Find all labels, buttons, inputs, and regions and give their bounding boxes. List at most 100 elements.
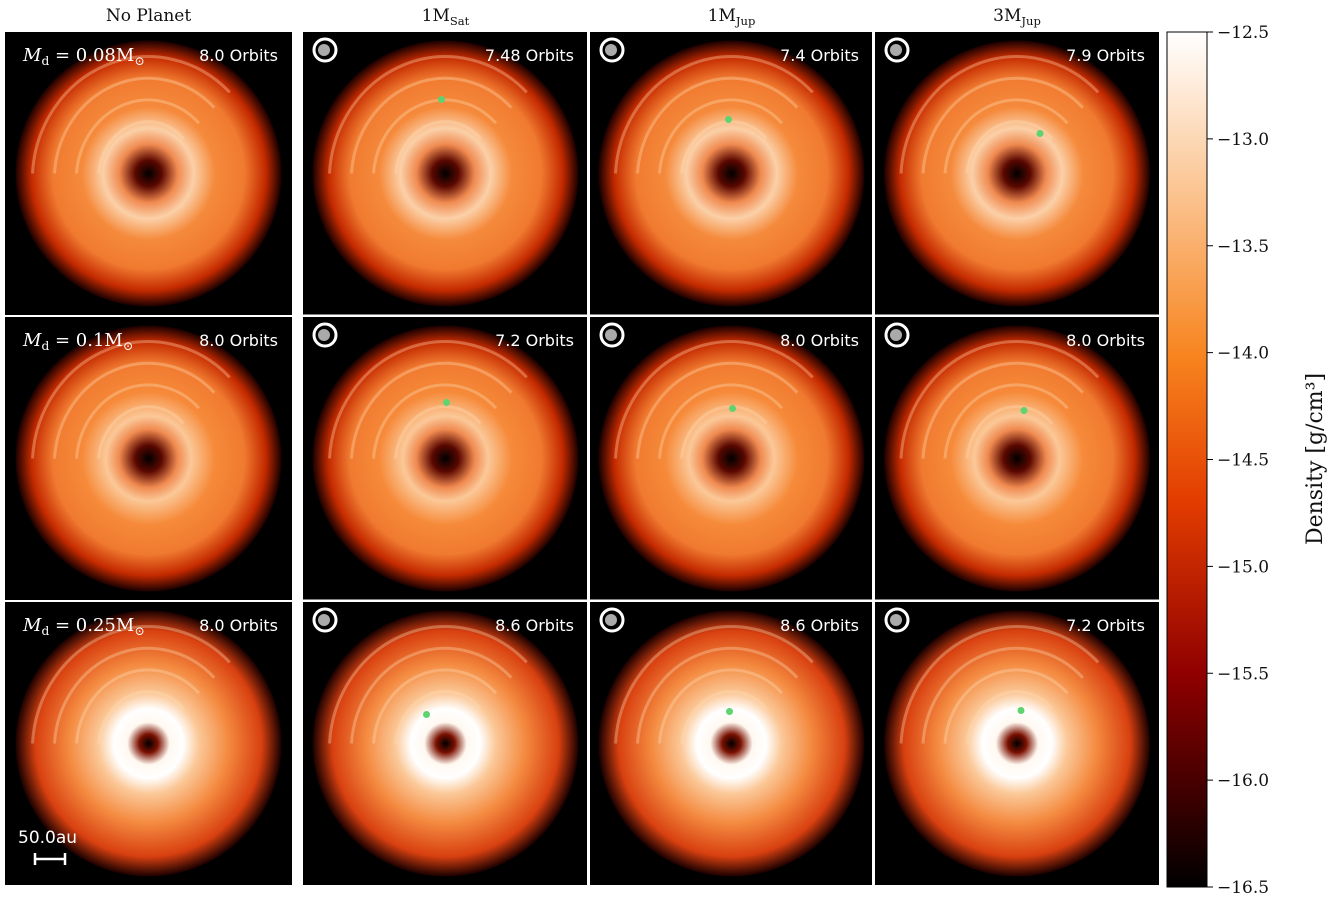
icon [890,44,902,56]
column-title: No Planet [106,6,192,26]
planet [729,405,736,412]
planet [1020,407,1028,414]
text-part: 1M [708,6,736,26]
spiral-arm [899,340,1100,459]
spiral-arm [965,690,1054,744]
spiral-arm [658,383,784,459]
spiral-arm [75,383,201,459]
tick-label: −16.0 [1217,771,1269,791]
spiral-arm [328,340,528,459]
spiral-arm [372,668,498,744]
colorbar-label: Density [g/cm³] [1303,373,1328,545]
scale-bar-label: 50.0au [18,828,77,848]
spiral-arm [372,98,498,174]
subscript: Jup [1020,14,1040,28]
tick-label: −12.5 [1217,23,1269,43]
colorbar: −12.5 −13.0 −13.5 −14.0 −14.5 −15.0 −15.5 −16.0… [1166,23,1328,898]
spiral-arm [899,625,1100,744]
orbit-label: 8.6 Orbits [780,616,859,635]
spiral-arm [680,120,768,174]
spiral-arm [921,361,1084,459]
disc [15,325,282,592]
planet [443,399,450,406]
subscript: d [41,624,49,638]
spiral-arm [350,361,513,459]
orbit-label: 8.0 Orbits [780,331,859,350]
disc [598,40,865,307]
spiral-arm [97,405,185,459]
disc [883,40,1151,307]
icon [312,322,338,348]
row-label: Md = 0.08M⊙ [22,45,145,68]
disc [312,40,579,307]
spiral-arm [31,340,231,459]
text-part: 3M [993,6,1021,26]
disc [883,325,1151,592]
subscript: d [41,339,49,353]
subscript: Sat [450,14,470,28]
spiral-arm [350,76,513,174]
icon [318,44,330,56]
tick-label: −13.5 [1217,237,1269,257]
spiral-arm [614,55,814,174]
spiral-arm [53,646,216,744]
tick-label: −14.5 [1217,451,1269,471]
spiral-arm [943,383,1069,459]
spiral-arm [31,55,231,174]
spiral-arm [614,340,814,459]
text-part: = 0.08M [49,45,134,66]
text-part: = 0.25M [49,615,134,636]
icon [599,322,625,348]
icon [890,329,902,341]
spiral-arm [31,625,231,744]
icon [599,607,625,633]
spiral-arm [680,690,768,744]
icon [318,614,330,626]
icon [599,37,625,63]
tick-label: −13.0 [1217,130,1269,150]
planet [726,708,733,715]
subscript: ⊙ [134,624,144,638]
icon [884,37,910,63]
panels: 8.0 Orbits 7.48 Orbits 7.4 Orbits 7.9 Orbit… [5,32,1159,885]
icon [318,329,330,341]
spiral-arm [75,98,201,174]
spiral-arm [328,625,528,744]
spiral-arm [394,690,482,744]
orbit-label: 8.0 Orbits [199,46,278,65]
spiral-arm [921,646,1084,744]
disc [15,40,282,307]
spiral-arm [394,405,482,459]
disc [598,610,865,877]
scale-bar [33,853,67,865]
icon [884,322,910,348]
spiral-arm [943,668,1069,744]
spiral-arm [965,405,1054,459]
subscript: Jup [735,14,755,28]
icon [605,614,617,626]
spiral-arm [680,405,768,459]
column-title: 3MJup [993,6,1041,28]
orbit-label: 8.6 Orbits [495,616,574,635]
orbit-label: 7.48 Orbits [485,46,574,65]
orbit-label: 7.4 Orbits [780,46,859,65]
text-part: = 0.1M [49,330,123,351]
icon [312,37,338,63]
spiral-arm [53,361,216,459]
colorbar-scale [1166,31,1208,888]
spiral-arm [658,98,784,174]
spiral-arm [97,120,185,174]
disc [883,610,1151,877]
spiral-arm [636,361,799,459]
spiral-arm [921,76,1084,174]
column-title: 1MJup [708,6,756,28]
text-part: 1M [422,6,450,26]
orbit-label: 7.9 Orbits [1066,46,1145,65]
orbit-label: 8.0 Orbits [199,616,278,635]
orbit-label: 8.0 Orbits [1066,331,1145,350]
spiral-arm [614,625,814,744]
disc [598,325,865,592]
spiral-arm [965,120,1054,174]
icon [605,329,617,341]
spiral-arm [328,55,528,174]
